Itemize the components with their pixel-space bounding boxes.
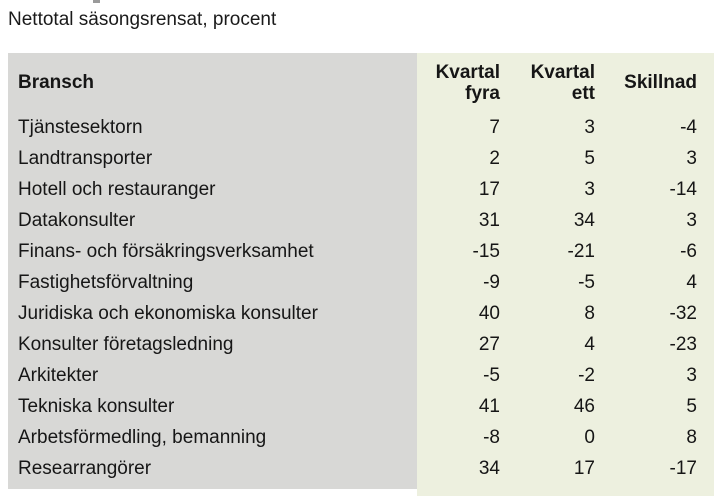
cell-bransch: Konsulter företagsledning xyxy=(18,333,234,355)
cell-kvartal-ett: -2 xyxy=(578,364,595,386)
table-row: Researrangörer 34 17 -17 xyxy=(8,453,714,484)
column-header-skillnad: Skillnad xyxy=(624,72,697,93)
table-row: Juridiska och ekonomiska konsulter 40 8 … xyxy=(8,298,714,329)
column-header-bransch: Bransch xyxy=(18,71,95,93)
table-row: Tekniska konsulter 41 46 5 xyxy=(8,391,714,422)
column-header-kvartal-fyra: Kvartal fyra xyxy=(435,61,500,104)
table-row: Arkitekter -5 -2 3 xyxy=(8,360,714,391)
table-row: Tjänstesektorn 7 3 -4 xyxy=(8,112,714,143)
cell-kvartal-fyra: 41 xyxy=(478,395,500,417)
cell-kvartal-ett: 4 xyxy=(584,333,595,355)
cell-kvartal-fyra: -5 xyxy=(483,364,500,386)
cell-skillnad: -23 xyxy=(669,333,697,355)
cell-kvartal-fyra: 27 xyxy=(478,333,500,355)
cell-bransch: Researrangörer xyxy=(18,457,152,479)
table-row: Konsulter företagsledning 27 4 -23 xyxy=(8,329,714,360)
cell-skillnad: -14 xyxy=(669,178,697,200)
cell-bransch: Finans- och försäkringsverksamhet xyxy=(18,240,314,262)
cell-kvartal-fyra: 31 xyxy=(478,209,500,231)
cell-bransch: Landtransporter xyxy=(18,147,153,169)
cell-kvartal-ett: 8 xyxy=(584,302,595,324)
table-row: Landtransporter 2 5 3 xyxy=(8,143,714,174)
cell-skillnad: 3 xyxy=(686,364,697,386)
bransch-column-background xyxy=(8,53,417,489)
cell-kvartal-fyra: 7 xyxy=(489,116,500,138)
cell-kvartal-ett: 17 xyxy=(573,457,595,479)
cell-skillnad: 3 xyxy=(686,209,697,231)
cell-skillnad: -32 xyxy=(669,302,697,324)
cell-skillnad: -4 xyxy=(680,116,697,138)
table-header-row: Bransch Kvartal fyra Kvartal ett Skillna… xyxy=(8,53,714,112)
cropped-title-remnant xyxy=(93,0,100,3)
cell-kvartal-fyra: 40 xyxy=(478,302,500,324)
cell-kvartal-ett: -5 xyxy=(578,271,595,293)
cell-skillnad: 3 xyxy=(686,147,697,169)
cell-skillnad: 4 xyxy=(686,271,697,293)
table-row: Fastighetsförvaltning -9 -5 4 xyxy=(8,267,714,298)
cell-kvartal-ett: 3 xyxy=(584,116,595,138)
cell-kvartal-ett: 46 xyxy=(573,395,595,417)
cell-bransch: Arkitekter xyxy=(18,364,99,386)
cell-bransch: Fastighetsförvaltning xyxy=(18,271,194,293)
cell-skillnad: 5 xyxy=(686,395,697,417)
cell-skillnad: -6 xyxy=(680,240,697,262)
cell-skillnad: -17 xyxy=(669,457,697,479)
cell-kvartal-fyra: 17 xyxy=(478,178,500,200)
cell-bransch: Tekniska konsulter xyxy=(18,395,175,417)
cell-kvartal-fyra: 34 xyxy=(478,457,500,479)
cell-kvartal-fyra: -8 xyxy=(483,426,500,448)
cell-kvartal-ett: 34 xyxy=(573,209,595,231)
cell-kvartal-ett: 5 xyxy=(584,147,595,169)
cell-bransch: Hotell och restauranger xyxy=(18,178,216,200)
table-subtitle: Nettotal säsongsrensat, procent xyxy=(8,9,277,30)
cell-bransch: Arbetsförmedling, bemanning xyxy=(18,426,267,448)
cell-skillnad: 8 xyxy=(686,426,697,448)
table-row: Arbetsförmedling, bemanning -8 0 8 xyxy=(8,422,714,453)
cell-kvartal-fyra: -9 xyxy=(483,271,500,293)
table-row: Datakonsulter 31 34 3 xyxy=(8,205,714,236)
cell-kvartal-ett: -21 xyxy=(567,240,595,262)
cell-kvartal-fyra: -15 xyxy=(472,240,500,262)
cell-kvartal-fyra: 2 xyxy=(489,147,500,169)
column-header-kvartal-ett: Kvartal ett xyxy=(530,61,595,104)
table-row: Hotell och restauranger 17 3 -14 xyxy=(8,174,714,205)
cell-kvartal-ett: 0 xyxy=(584,426,595,448)
cell-bransch: Datakonsulter xyxy=(18,209,136,231)
table-row: Finans- och försäkringsverksamhet -15 -2… xyxy=(8,236,714,267)
value-columns-background xyxy=(417,53,714,496)
cell-kvartal-ett: 3 xyxy=(584,178,595,200)
cell-bransch: Juridiska och ekonomiska konsulter xyxy=(18,302,318,324)
data-table: Bransch Kvartal fyra Kvartal ett Skillna… xyxy=(8,53,714,484)
cell-bransch: Tjänstesektorn xyxy=(18,116,143,138)
